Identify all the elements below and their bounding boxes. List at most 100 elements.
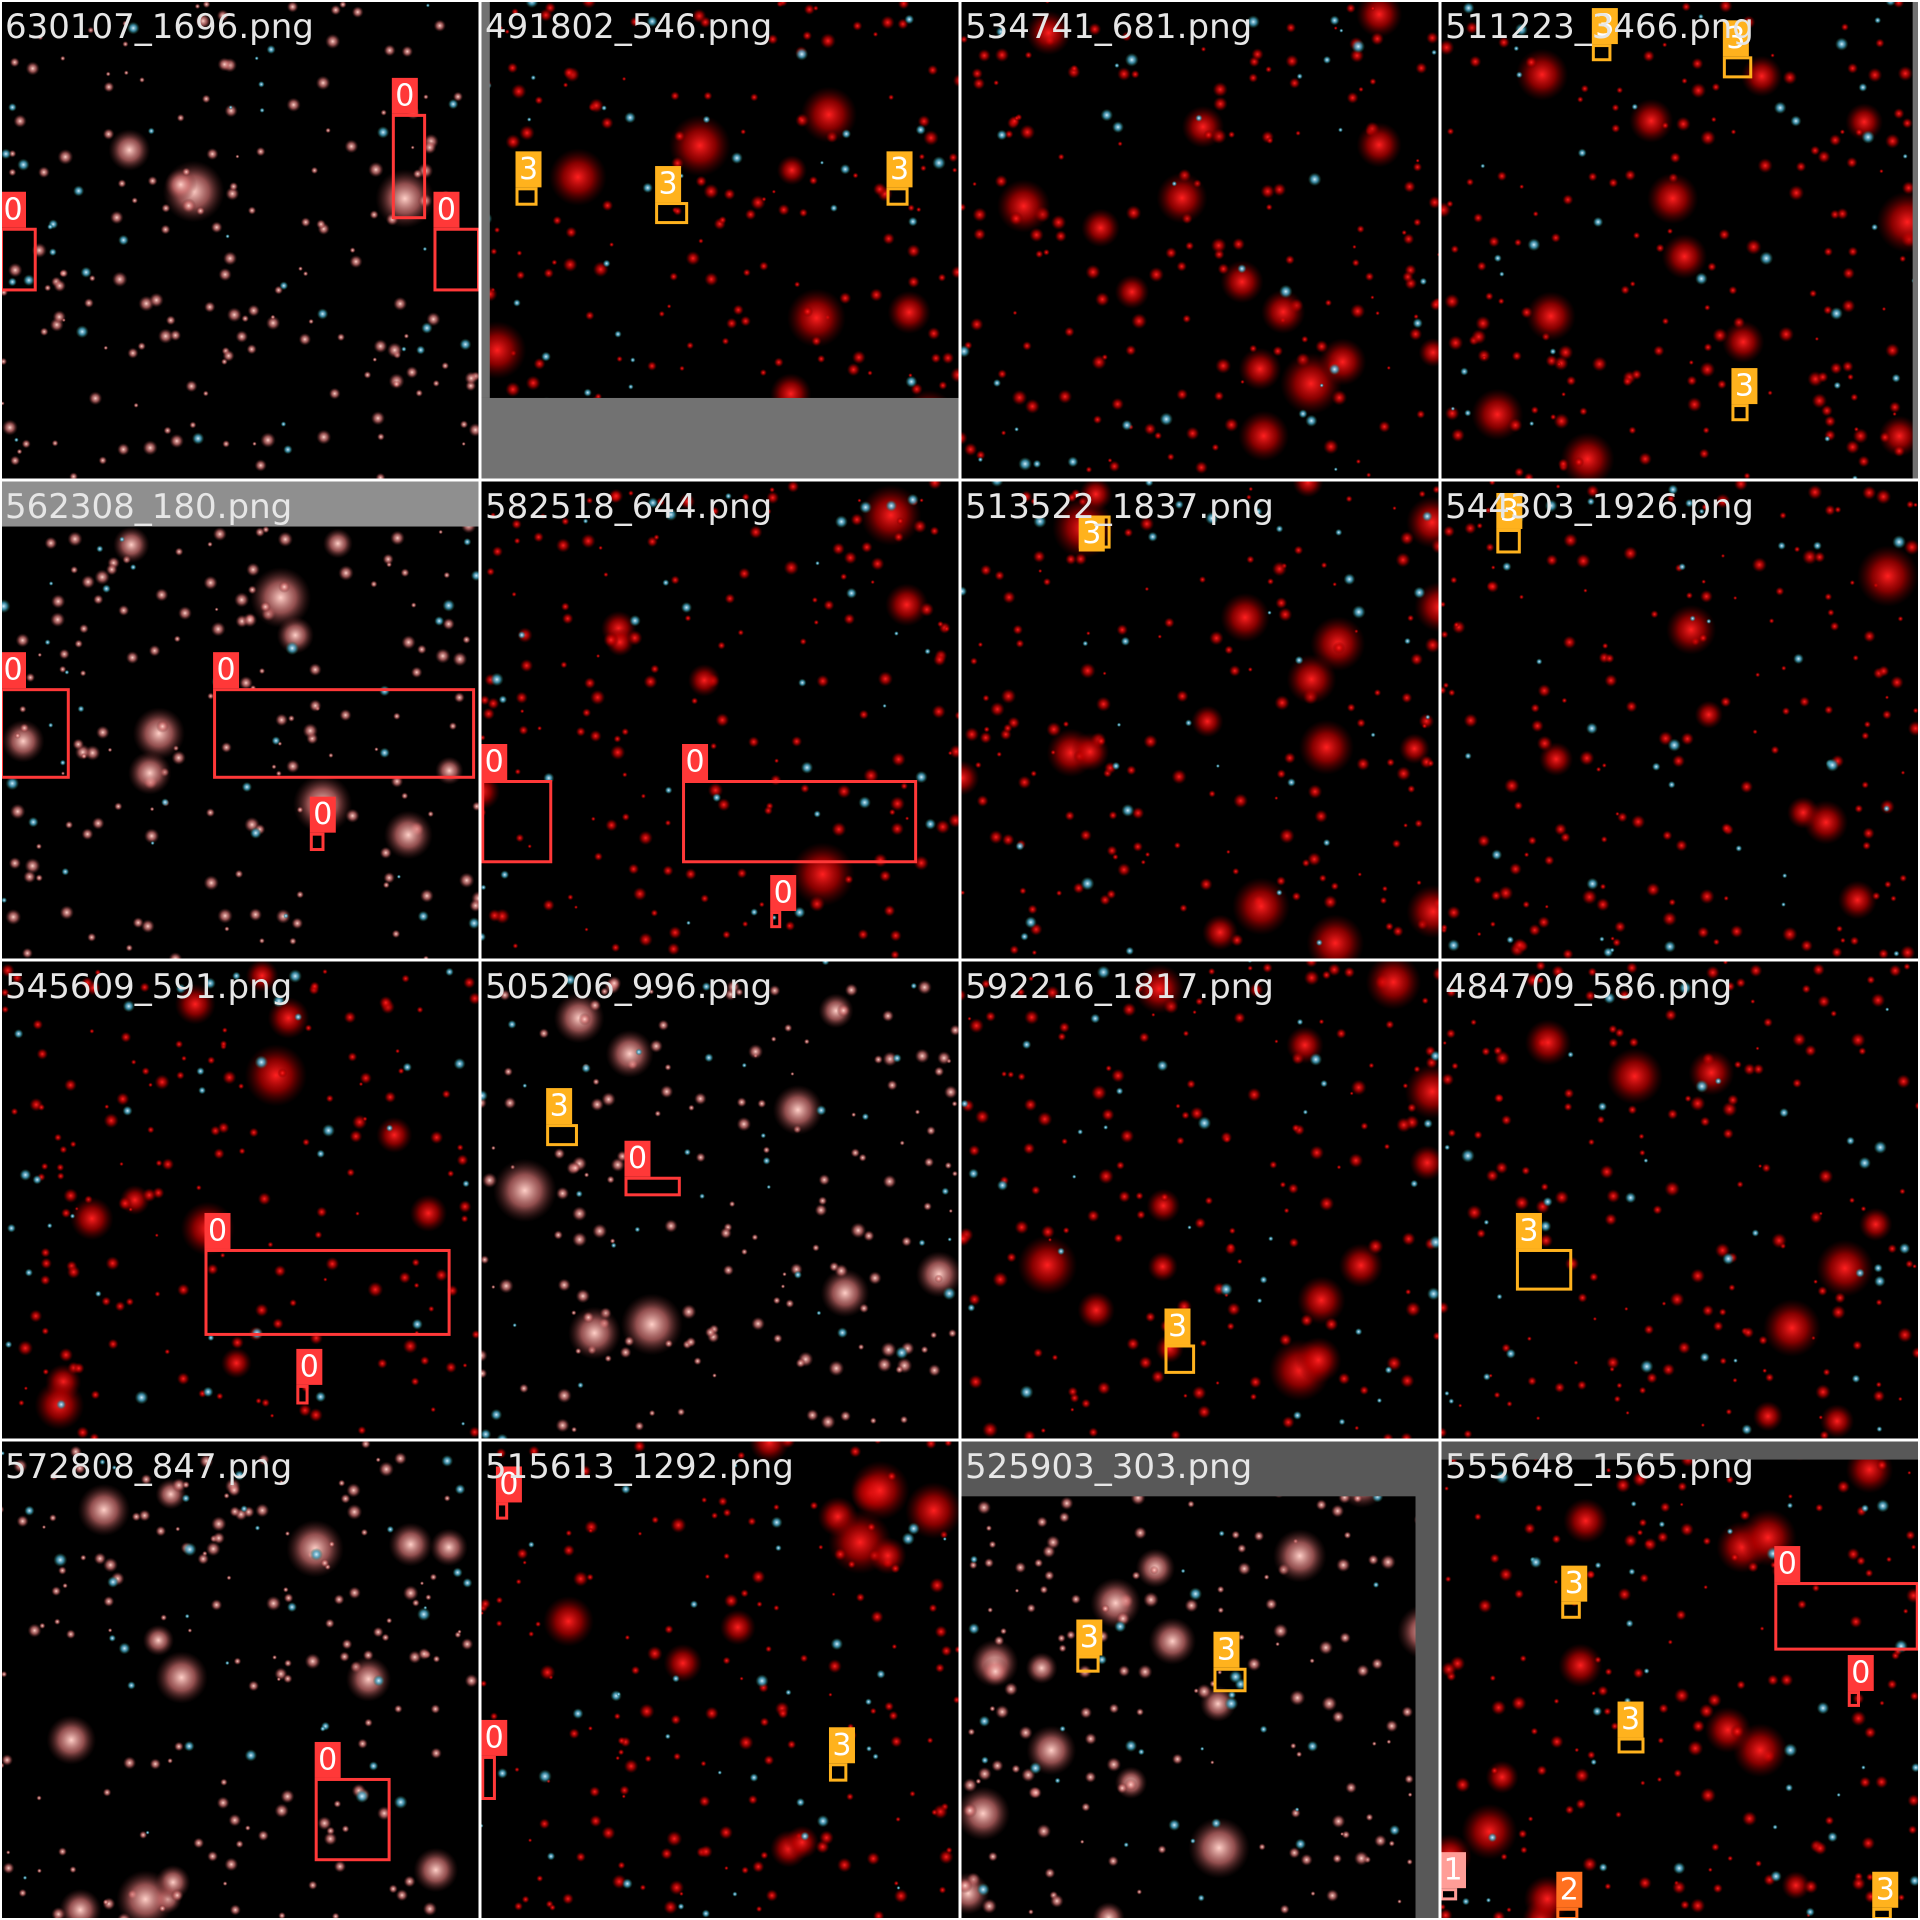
- star: [411, 1599, 420, 1607]
- star: [1373, 689, 1382, 697]
- star: [522, 1560, 527, 1565]
- star: [1287, 1183, 1299, 1195]
- star: [244, 1825, 251, 1831]
- star: [673, 1752, 682, 1761]
- star: [1911, 1346, 1920, 1359]
- star: [505, 381, 521, 397]
- galaxy: [1536, 658, 1543, 665]
- galaxy: [522, 1083, 528, 1089]
- star: [688, 664, 721, 697]
- star: [1060, 1496, 1074, 1510]
- galaxy: [1894, 1639, 1908, 1654]
- star: [772, 1296, 781, 1305]
- star: [1680, 732, 1694, 746]
- star: [1579, 407, 1588, 416]
- label-chip: [1515, 1212, 1542, 1249]
- star: [717, 641, 726, 650]
- galaxy: [701, 1909, 711, 1918]
- star: [1463, 1429, 1473, 1439]
- star: [480, 1680, 488, 1688]
- galaxy: [906, 493, 919, 506]
- galaxy: [1188, 1587, 1203, 1601]
- star: [463, 976, 476, 989]
- star: [977, 641, 984, 648]
- star: [1380, 1554, 1396, 1570]
- star: [1852, 428, 1869, 444]
- label-chip: [770, 875, 797, 912]
- star: [272, 1654, 278, 1660]
- galaxy: [996, 1179, 1009, 1191]
- box-label: 3: [1565, 1566, 1584, 1601]
- star: [664, 1219, 678, 1233]
- galaxy: [647, 497, 659, 509]
- star: [333, 1860, 347, 1873]
- galaxy: [1827, 1831, 1838, 1843]
- galaxy: [1836, 1792, 1841, 1797]
- star: [380, 109, 387, 116]
- galaxy: [417, 1607, 431, 1622]
- galaxy: [1851, 1374, 1861, 1383]
- star: [277, 1068, 288, 1078]
- galaxy: [279, 281, 289, 291]
- star: [968, 1374, 983, 1389]
- box-label: 3: [1726, 21, 1745, 56]
- star: [1890, 895, 1897, 902]
- galaxy: [1663, 940, 1676, 953]
- star: [938, 1886, 947, 1894]
- galaxy: [1464, 409, 1472, 417]
- star: [1043, 248, 1050, 256]
- star: [1226, 1242, 1236, 1252]
- star: [970, 657, 978, 666]
- star: [488, 909, 502, 922]
- star: [402, 1338, 418, 1354]
- star: [1359, 1385, 1369, 1396]
- galaxy: [368, 1761, 379, 1771]
- star: [512, 943, 519, 949]
- star: [1407, 784, 1416, 794]
- star: [246, 562, 260, 577]
- star: [1758, 1164, 1763, 1169]
- star: [275, 770, 282, 777]
- star: [1331, 1504, 1345, 1518]
- star: [462, 635, 471, 644]
- star: [1352, 244, 1357, 250]
- star: [218, 267, 232, 282]
- star: [870, 579, 875, 585]
- star: [1170, 1429, 1181, 1440]
- galaxy: [1586, 877, 1599, 890]
- galaxy: [760, 1132, 767, 1139]
- bounding-box: [682, 780, 918, 864]
- star: [1685, 591, 1693, 600]
- star: [1396, 1117, 1412, 1133]
- star: [51, 439, 59, 447]
- galaxy: [497, 1767, 508, 1779]
- galaxy: [1812, 541, 1822, 551]
- star: [1497, 297, 1505, 305]
- star: [701, 1496, 708, 1504]
- star: [850, 1148, 860, 1158]
- filename: 582518_644.png: [485, 487, 772, 527]
- star: [217, 908, 233, 924]
- star: [589, 1786, 601, 1798]
- star: [565, 1529, 573, 1537]
- galaxy: [834, 515, 848, 529]
- star: [988, 830, 1004, 845]
- star: [1185, 426, 1200, 441]
- star: [1616, 1382, 1623, 1389]
- star: [1498, 1567, 1513, 1582]
- galaxy: [1816, 1701, 1830, 1715]
- star: [255, 146, 266, 157]
- star: [1809, 1210, 1823, 1224]
- star: [1392, 506, 1397, 511]
- galaxy: [601, 105, 607, 111]
- star: [1581, 889, 1598, 905]
- star: [803, 1038, 810, 1045]
- star: [668, 926, 682, 940]
- star: [222, 440, 231, 448]
- box-label: 0: [318, 1742, 337, 1777]
- star: [141, 919, 155, 934]
- star: [968, 1144, 981, 1157]
- star: [300, 217, 311, 228]
- star: [604, 1354, 612, 1363]
